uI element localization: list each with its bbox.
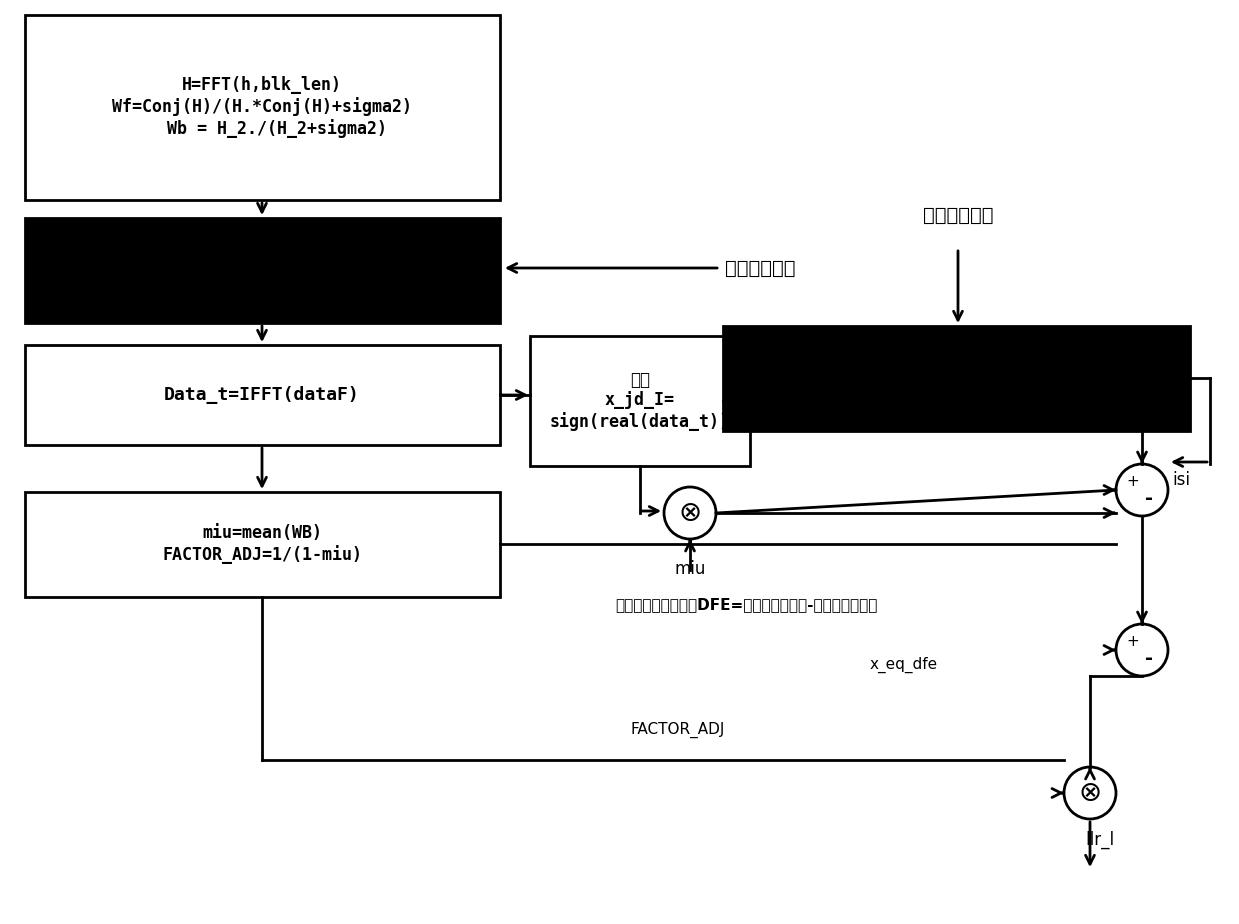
Text: llr_l: llr_l xyxy=(1085,831,1115,849)
Text: -: - xyxy=(1145,650,1154,668)
Text: miu: miu xyxy=(674,560,706,578)
Bar xyxy=(724,326,1189,431)
Circle shape xyxy=(664,487,716,539)
Circle shape xyxy=(1064,767,1116,819)
Text: x_eq_dfe: x_eq_dfe xyxy=(870,657,938,673)
Text: ⊗: ⊗ xyxy=(1078,779,1101,807)
Text: +: + xyxy=(1126,475,1140,490)
Text: H=FFT(h,blk_len)
Wf=Conj(H)/(H.*Conj(H)+sigma2)
   Wb = H_2./(H_2+sigma2): H=FFT(h,blk_len) Wf=Conj(H)/(H.*Conj(H)+… xyxy=(112,76,413,138)
Bar xyxy=(25,492,501,597)
Text: FACTOR_ADJ: FACTOR_ADJ xyxy=(629,722,725,738)
Circle shape xyxy=(1116,464,1168,516)
Text: 硬判
x_jd_I=
sign(real(data_t)): 硬判 x_jd_I= sign(real(data_t)) xyxy=(550,371,730,432)
Text: isi: isi xyxy=(1172,471,1189,489)
Bar xyxy=(25,345,501,445)
Text: 判决反馈均衡的结果DFE=前馈滤波的结果-反馈滤波的结果: 判决反馈均衡的结果DFE=前馈滤波的结果-反馈滤波的结果 xyxy=(615,598,877,613)
Circle shape xyxy=(1116,624,1168,676)
Bar xyxy=(25,218,501,323)
Text: Data_t=IFFT(dataF): Data_t=IFFT(dataF) xyxy=(164,386,359,404)
Text: -: - xyxy=(1145,490,1154,508)
Text: 频域反馈滤波: 频域反馈滤波 xyxy=(923,205,994,225)
Text: +: + xyxy=(1126,635,1140,650)
Text: ⊗: ⊗ xyxy=(679,499,701,527)
Bar xyxy=(530,336,750,466)
Text: miu=mean(WB)
FACTOR_ADJ=1/(1-miu): miu=mean(WB) FACTOR_ADJ=1/(1-miu) xyxy=(162,524,362,564)
Text: 频域前馈滤波: 频域前馈滤波 xyxy=(725,259,795,277)
Bar xyxy=(25,15,501,200)
